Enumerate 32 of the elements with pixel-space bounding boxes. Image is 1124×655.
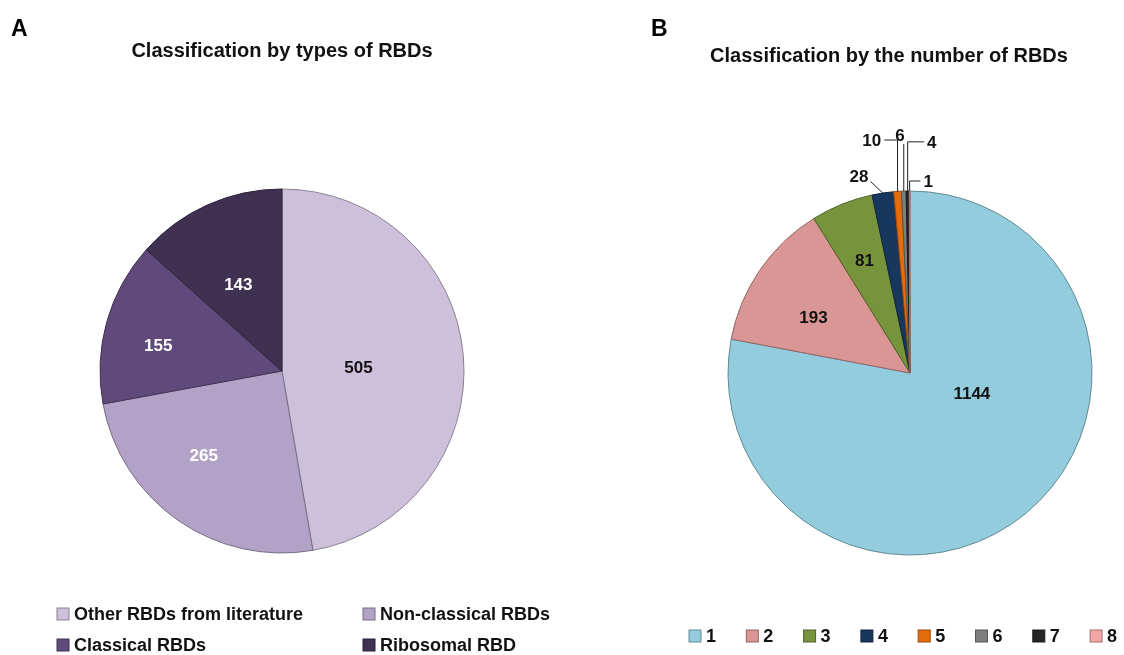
data-label: 1144 <box>953 383 991 403</box>
legend-label: Other RBDs from literature <box>74 604 304 625</box>
pie-slice <box>281 188 465 551</box>
legend-label: 7 <box>1049 626 1060 647</box>
legend-label: 2 <box>763 626 774 647</box>
chart-title: Classification by types of RBDs <box>131 39 433 61</box>
pie-slice <box>727 190 1093 556</box>
legend-label: Non-classical RBDs <box>380 604 551 625</box>
legend-label: 4 <box>877 626 888 647</box>
data-label: 505 <box>344 358 373 378</box>
data-label: 155 <box>144 336 173 356</box>
legend-label: Classical RBDs <box>74 635 207 655</box>
data-label: 81 <box>855 251 874 271</box>
data-label: 6 <box>895 125 905 145</box>
data-label: 193 <box>799 307 828 327</box>
data-label: 10 <box>862 130 882 150</box>
legend-label: 8 <box>1107 626 1118 647</box>
pie-slice <box>102 370 314 554</box>
legend-label: 5 <box>935 626 946 647</box>
data-label: 4 <box>927 132 938 152</box>
legend-label: 3 <box>820 626 831 647</box>
text: A <box>11 15 28 41</box>
data-label: 265 <box>189 445 218 465</box>
text: B <box>651 15 668 41</box>
legend-label: Ribosomal RBD <box>380 635 517 655</box>
data-label: 143 <box>224 274 253 294</box>
legend-label: 1 <box>706 626 717 647</box>
chart-title: Classification by the number of RBDs <box>710 44 1068 66</box>
data-label: 28 <box>849 167 869 187</box>
pie-slice <box>730 217 911 374</box>
data-label: 1 <box>923 171 933 191</box>
legend-label: 6 <box>992 626 1003 647</box>
